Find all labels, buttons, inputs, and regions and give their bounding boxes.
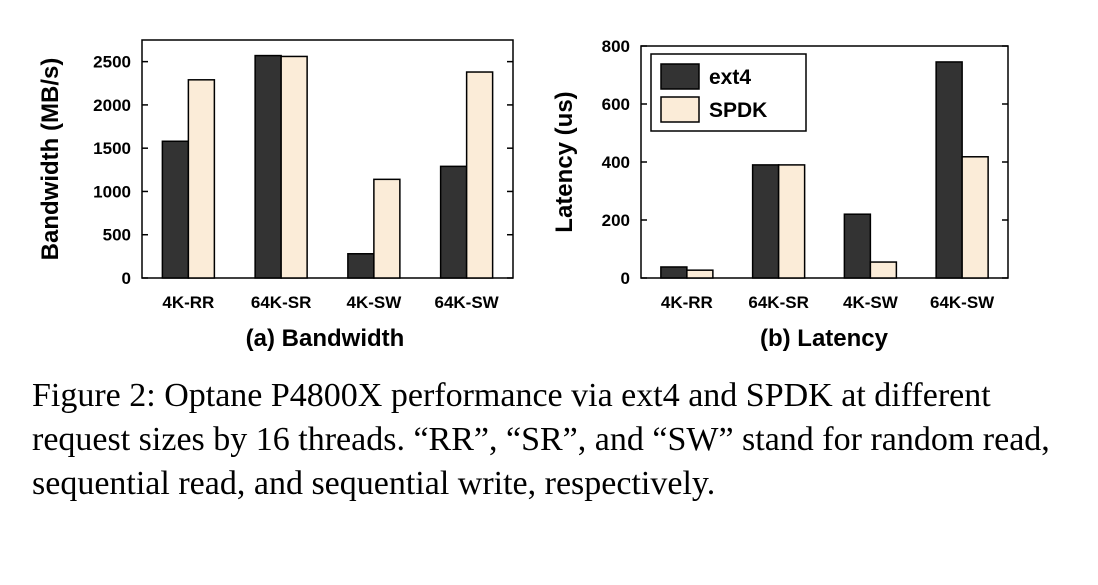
x-tick-label: 4K-SW <box>346 293 402 312</box>
bar-ext4-64k-sw <box>935 61 963 279</box>
x-tick-label: 4K-RR <box>661 293 713 312</box>
bar-ext4-64k-sr <box>751 164 780 279</box>
plot-frame <box>141 39 514 279</box>
bar-spdk-4k-rr <box>187 79 216 279</box>
y-axis-label: Bandwidth (MB/s) <box>37 58 64 261</box>
chart-subtitle: (a) Bandwidth <box>246 325 405 352</box>
y-tick-label: 200 <box>602 211 630 230</box>
latency-chart: 0 200 400 600 800 4K-RR 64K-SR 4K-SW 64K-SW Laten… <box>551 37 1009 352</box>
y-tick-label: 1500 <box>93 139 131 158</box>
figure-caption: Figure 2: Optane P4800X performance via … <box>32 377 1050 502</box>
y-tick-label: 1000 <box>93 182 131 201</box>
bar-spdk-64k-sw <box>961 156 989 279</box>
bar-ext4-4k-rr <box>660 266 688 279</box>
x-tick-label: 64K-SW <box>435 293 500 312</box>
x-tick-label: 4K-SW <box>843 293 899 312</box>
y-tick-label: 0 <box>621 269 630 288</box>
bar-ext4-4k-sw <box>843 213 872 279</box>
y-tick-label: 0 <box>122 269 131 288</box>
legend-swatch-spdk <box>660 96 700 123</box>
bandwidth-chart: 0 500 1000 1500 2000 2500 4K-RR 64K-SR 4K-SW 64K-… <box>37 39 514 352</box>
legend-label-ext4: ext4 <box>709 66 751 89</box>
x-tick-label: 64K-SR <box>748 293 808 312</box>
y-tick-label: 2000 <box>93 96 131 115</box>
y-tick-label: 500 <box>103 226 131 245</box>
bar-spdk-64k-sr <box>777 164 806 279</box>
y-tick-label: 800 <box>602 37 630 56</box>
bar-spdk-64k-sw <box>465 71 494 279</box>
bar-ext4-64k-sw <box>439 165 468 279</box>
y-tick-label: 2500 <box>93 53 131 72</box>
x-tick-label: 64K-SR <box>251 293 311 312</box>
bar-ext4-4k-rr <box>161 140 190 279</box>
bar-spdk-4k-sw <box>373 178 401 279</box>
bar-ext4-4k-sw <box>347 253 375 279</box>
y-tick-label: 400 <box>602 153 630 172</box>
chart-subtitle: (b) Latency <box>760 325 889 352</box>
x-tick-label: 4K-RR <box>162 293 214 312</box>
y-axis-label: Latency (us) <box>551 91 578 232</box>
bar-ext4-64k-sr <box>254 54 282 279</box>
bar-spdk-4k-rr <box>686 269 714 279</box>
x-tick-label: 64K-SW <box>930 293 995 312</box>
bar-spdk-4k-sw <box>869 261 898 279</box>
y-tick-label: 600 <box>602 95 630 114</box>
bar-spdk-64k-sr <box>280 55 308 279</box>
legend-swatch-ext4 <box>660 63 700 90</box>
legend-label-spdk: SPDK <box>709 99 767 122</box>
